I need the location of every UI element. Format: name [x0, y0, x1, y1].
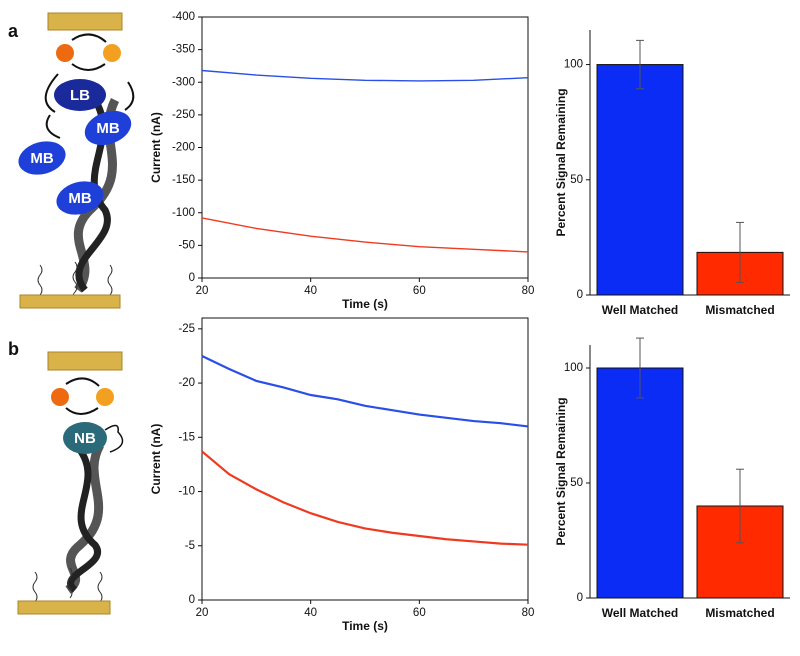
panel-label: a — [8, 21, 19, 41]
y-tick-label: 0 — [577, 592, 583, 604]
y-tick-label: 0 — [189, 272, 195, 284]
x-tick-label: 80 — [522, 285, 535, 297]
y-axis-label: Current (nA) — [149, 112, 163, 183]
panel-label: b — [8, 339, 19, 359]
x-tick-label: Mismatched — [705, 303, 774, 317]
y-tick-label: -400 — [172, 11, 195, 23]
x-tick-label: Mismatched — [705, 606, 774, 620]
schematic-label: MB — [68, 190, 91, 207]
schematic-label: MB — [30, 150, 53, 167]
y-tick-label: -10 — [178, 486, 195, 498]
y-tick-label: 0 — [189, 594, 195, 606]
schematic-label: MB — [96, 120, 119, 137]
y-axis-label: Percent Signal Remaining — [554, 397, 568, 545]
x-tick-label: Well Matched — [602, 303, 678, 317]
line-series — [201, 450, 529, 546]
x-tick-label: Well Matched — [602, 606, 678, 620]
x-tick-label: 60 — [413, 607, 426, 619]
plot-frame — [201, 317, 529, 601]
y-tick-label: -350 — [172, 44, 195, 56]
y-tick-label: -200 — [172, 142, 195, 154]
y-tick-label: -100 — [172, 207, 195, 219]
y-axis-label: Current (nA) — [149, 424, 163, 495]
y-axis-label: Percent Signal Remaining — [554, 88, 568, 236]
y-tick-label: 100 — [564, 59, 583, 71]
schematic-label: LB — [70, 87, 90, 104]
x-axis-label: Time (s) — [342, 297, 388, 311]
x-tick-label: 60 — [413, 285, 426, 297]
bar — [596, 64, 684, 296]
y-tick-label: -5 — [185, 540, 195, 552]
y-tick-label: -250 — [172, 109, 195, 121]
y-tick-label: 100 — [564, 362, 583, 374]
bar — [596, 367, 684, 599]
x-tick-label: 20 — [196, 285, 209, 297]
line-series — [201, 217, 529, 253]
line-series — [201, 69, 529, 82]
schematic-b: NB — [17, 351, 124, 615]
plot-frame — [201, 16, 529, 279]
x-tick-label: 40 — [304, 607, 317, 619]
y-tick-label: 50 — [570, 477, 583, 489]
x-tick-label: 20 — [196, 607, 209, 619]
y-tick-label: -20 — [178, 377, 195, 389]
line-series — [201, 354, 529, 428]
x-tick-label: 80 — [522, 607, 535, 619]
x-axis-label: Time (s) — [342, 619, 388, 633]
y-tick-label: 0 — [577, 289, 583, 301]
schematic-label: NB — [74, 430, 96, 447]
y-tick-label: -150 — [172, 174, 195, 186]
y-tick-label: -25 — [178, 323, 195, 335]
schematic-a: LB MB MB MB — [18, 12, 135, 309]
y-tick-label: 50 — [570, 174, 583, 186]
y-tick-label: -50 — [178, 239, 195, 251]
x-tick-label: 40 — [304, 285, 317, 297]
y-tick-label: -300 — [172, 76, 195, 88]
y-tick-label: -15 — [178, 431, 195, 443]
